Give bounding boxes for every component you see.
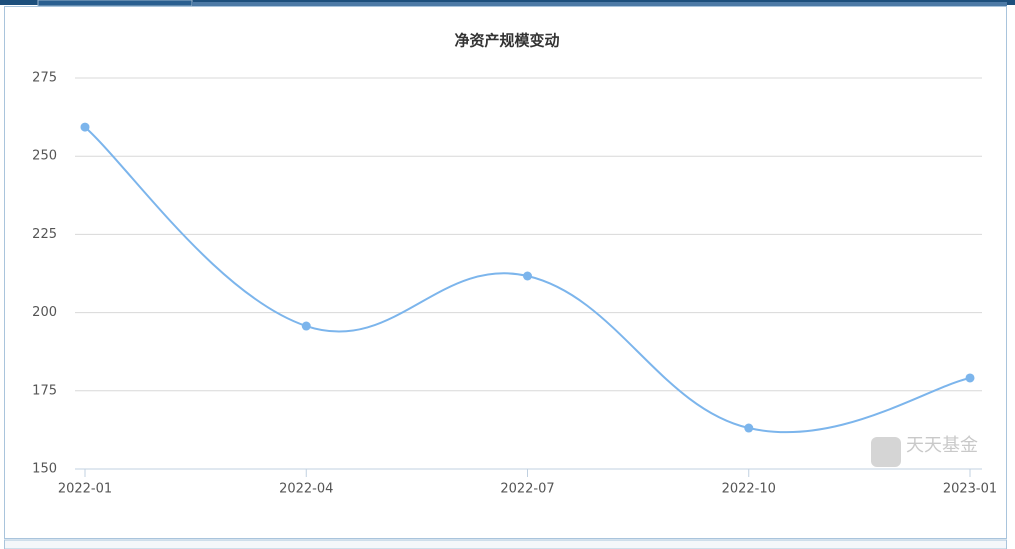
tab-strip bbox=[192, 2, 1007, 6]
x-tick-label: 2023-01 bbox=[943, 482, 997, 497]
y-tick-label: 250 bbox=[32, 149, 57, 164]
y-tick-label: 175 bbox=[32, 383, 57, 398]
chart-title: 净资产规模变动 bbox=[454, 32, 559, 50]
x-tick-label: 2022-07 bbox=[500, 482, 554, 497]
x-tick-label: 2022-01 bbox=[58, 482, 112, 497]
y-tick-label: 200 bbox=[32, 305, 57, 320]
point bbox=[523, 271, 532, 281]
y-tick-label: 275 bbox=[32, 71, 57, 86]
bottom-panel bbox=[4, 539, 1007, 549]
frame bbox=[4, 6, 1007, 539]
y-tick-label: 150 bbox=[32, 462, 57, 477]
point bbox=[80, 122, 90, 132]
x-tick-label: 2022-10 bbox=[722, 482, 776, 497]
y-tick-label: 225 bbox=[32, 227, 57, 242]
x-tick-label: 2022-04 bbox=[279, 482, 333, 497]
watermark: 天天基金 bbox=[871, 435, 978, 467]
point bbox=[965, 373, 975, 383]
watermark-text: 天天基金 bbox=[906, 435, 978, 456]
watermark-logo bbox=[871, 437, 901, 467]
tab[interactable] bbox=[37, 0, 193, 7]
point bbox=[744, 423, 754, 433]
point bbox=[301, 321, 311, 331]
